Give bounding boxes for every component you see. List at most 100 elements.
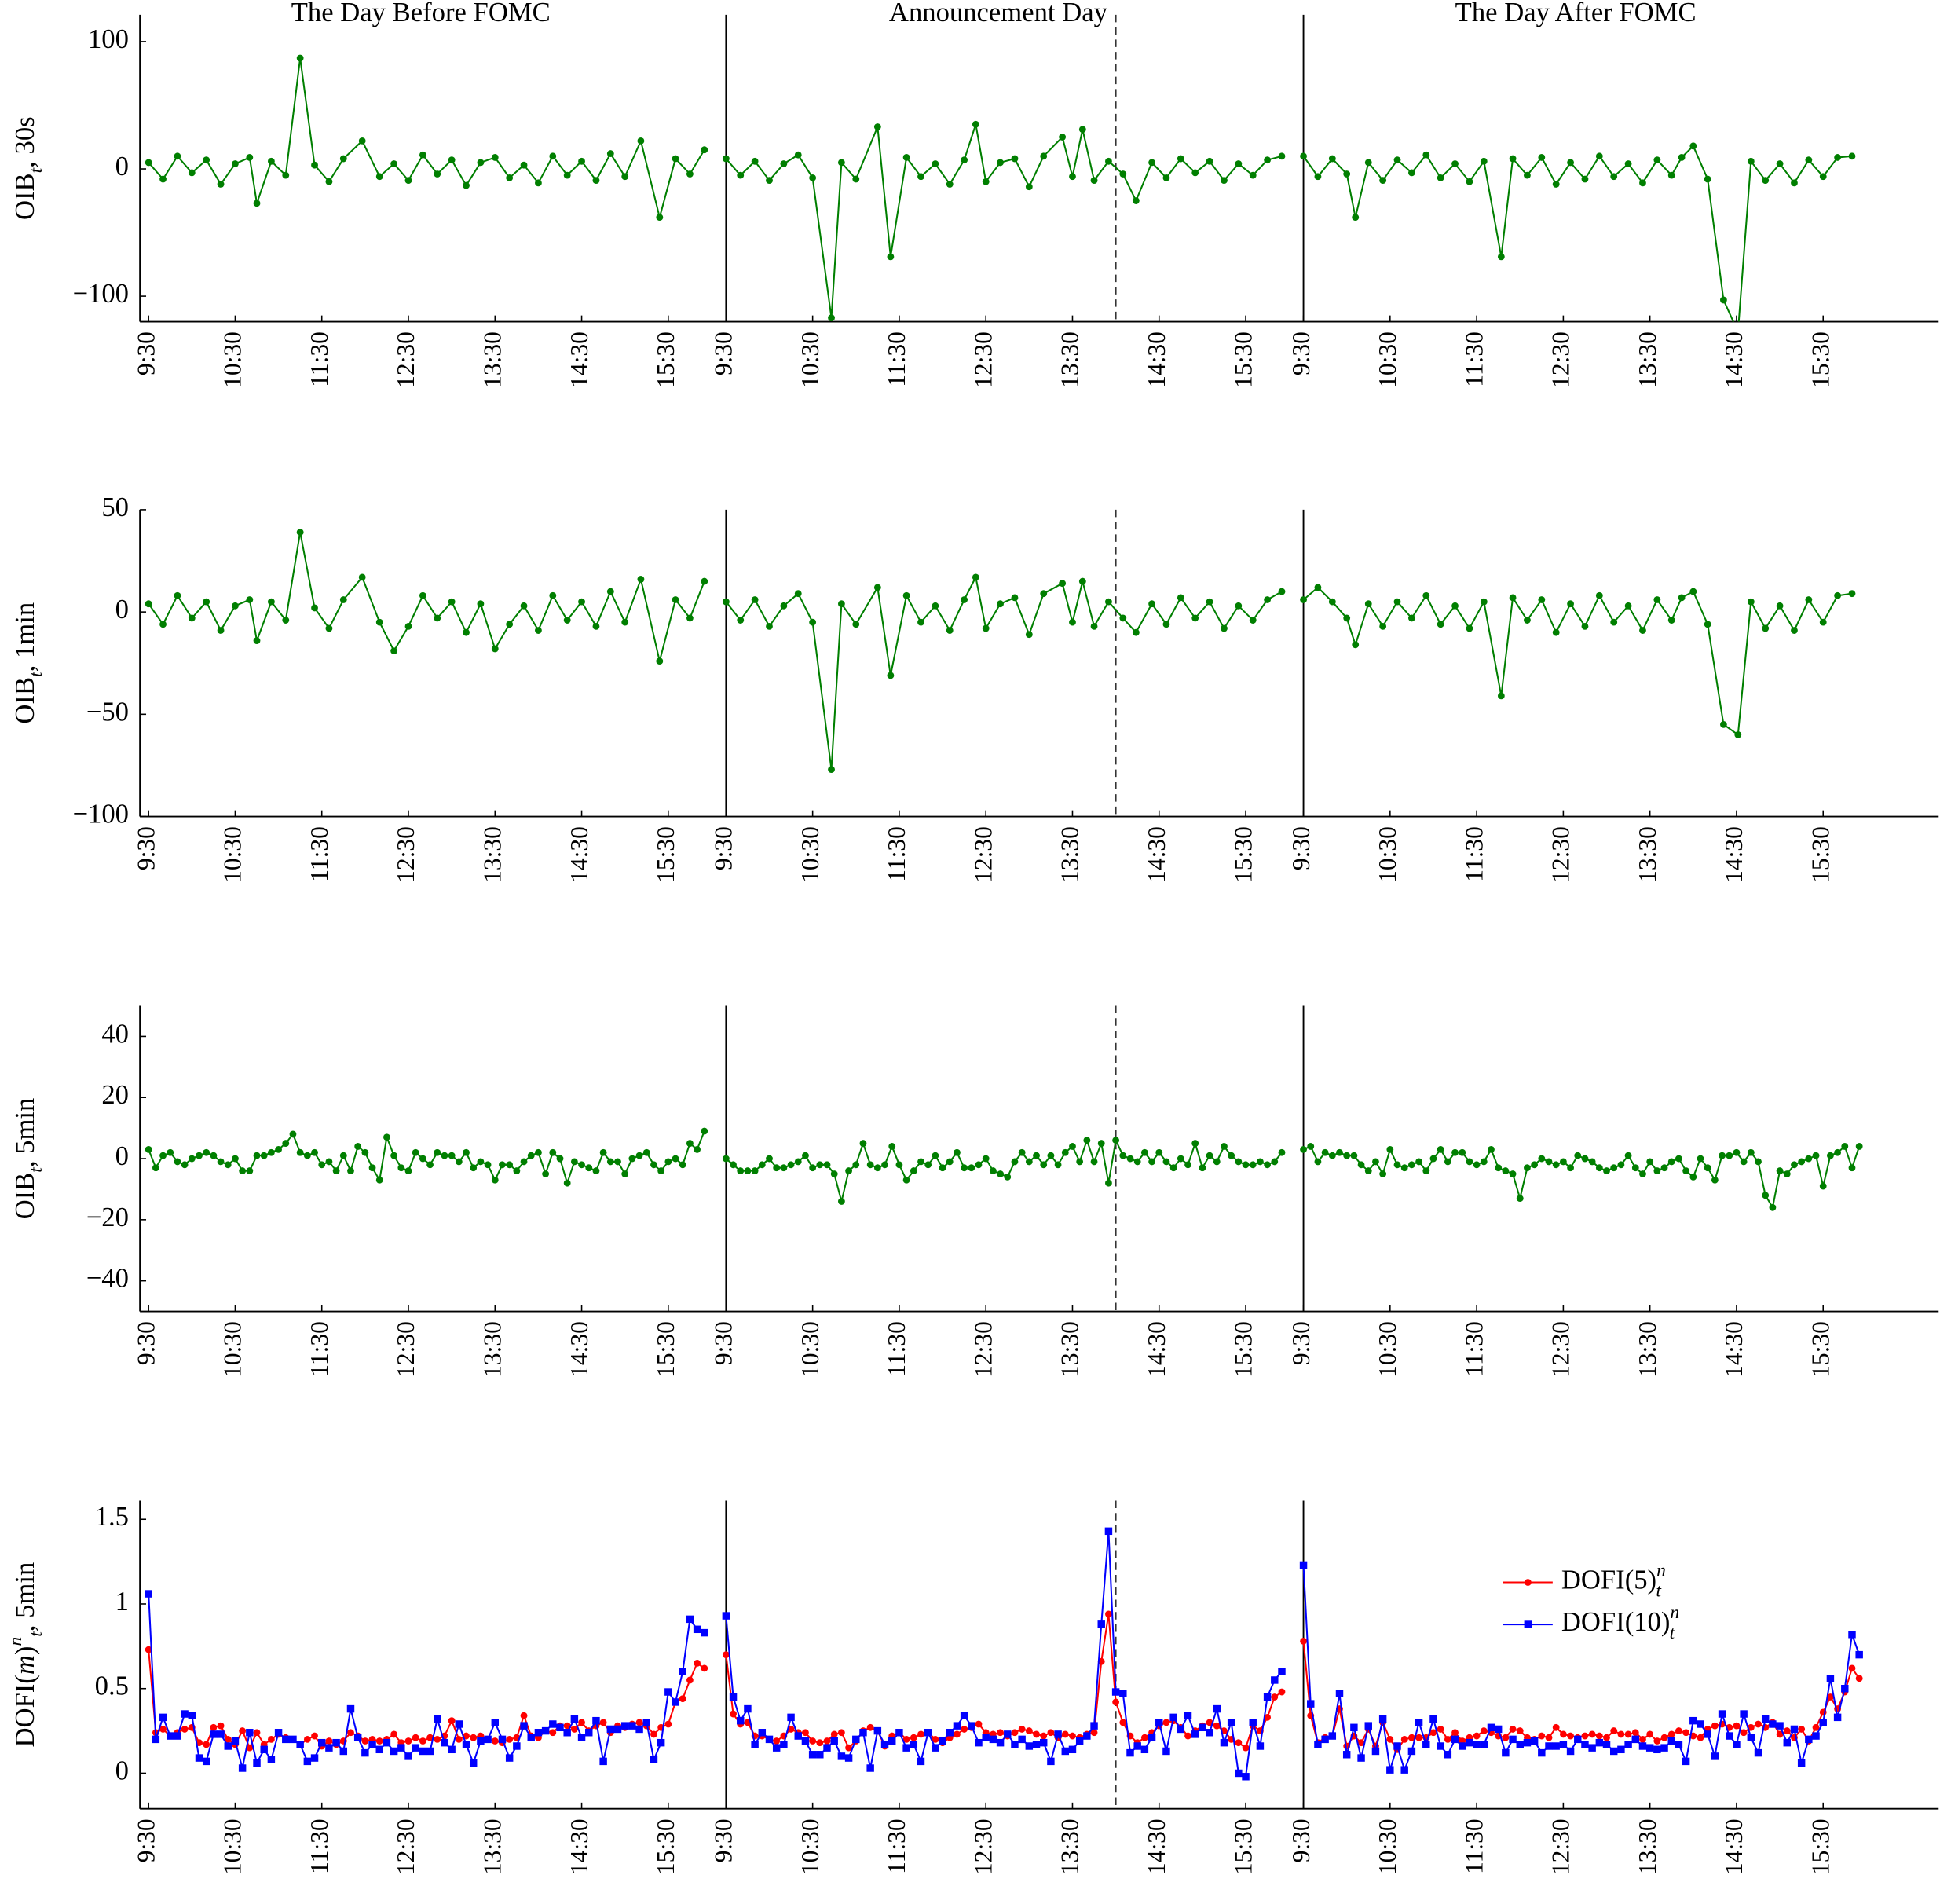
data-point <box>1393 598 1401 606</box>
data-point <box>910 1734 917 1741</box>
data-point <box>939 1737 946 1745</box>
x-tick-label: 13:30 <box>1634 1818 1661 1875</box>
data-point <box>765 1735 774 1744</box>
data-point <box>1516 1741 1524 1748</box>
x-tick-label: 11:30 <box>883 1818 910 1874</box>
data-point <box>361 1737 369 1745</box>
data-point <box>311 604 318 612</box>
data-point <box>1783 1170 1791 1177</box>
data-point <box>1040 152 1048 160</box>
data-point <box>267 157 275 165</box>
data-point <box>484 1735 492 1744</box>
data-point <box>506 1735 514 1743</box>
data-point <box>1314 173 1322 181</box>
data-point <box>353 1734 362 1741</box>
data-point <box>866 1161 874 1169</box>
data-point <box>448 1717 456 1725</box>
data-point <box>339 1152 347 1159</box>
x-tick-label: 13:30 <box>1056 1321 1084 1378</box>
data-point <box>1610 173 1618 181</box>
data-point <box>1307 1700 1315 1708</box>
data-point <box>1567 600 1574 608</box>
data-point <box>1069 1143 1076 1150</box>
data-point <box>491 645 499 653</box>
data-point <box>830 1730 838 1738</box>
data-point <box>1639 627 1646 634</box>
x-tick-label: 15:30 <box>652 1321 679 1378</box>
data-point <box>196 1152 203 1159</box>
x-tick-label: 10:30 <box>796 1818 824 1875</box>
data-point <box>174 152 181 160</box>
data-point <box>1667 1737 1675 1745</box>
data-point <box>780 602 788 610</box>
data-point <box>744 1704 752 1713</box>
data-point <box>1336 1148 1343 1156</box>
data-point <box>1581 622 1589 630</box>
data-point <box>1018 1148 1026 1156</box>
data-point <box>701 1628 708 1637</box>
data-point <box>1278 152 1286 160</box>
legend-sub: t <box>1670 1623 1676 1643</box>
data-point <box>1762 1192 1770 1199</box>
data-point <box>1400 1164 1408 1172</box>
data-point <box>145 1590 152 1598</box>
data-point <box>606 150 614 157</box>
data-point <box>751 157 759 165</box>
data-point <box>1032 1741 1041 1748</box>
data-point <box>578 1719 585 1726</box>
y-axis-label-part: OIB <box>10 173 40 220</box>
series-line <box>148 532 705 661</box>
data-point <box>513 1167 521 1175</box>
data-point <box>1581 1741 1589 1748</box>
data-point <box>1437 1742 1444 1750</box>
data-point <box>282 171 290 179</box>
data-point <box>267 1735 275 1743</box>
x-tick-label: 10:30 <box>219 331 247 388</box>
data-point <box>1639 1735 1646 1743</box>
data-point <box>686 1140 694 1147</box>
data-point <box>188 1712 196 1719</box>
data-point <box>953 1722 961 1730</box>
data-point <box>1105 157 1112 165</box>
y-tick-label: 0 <box>115 1756 129 1785</box>
data-point <box>1855 1650 1863 1659</box>
data-point <box>246 1167 254 1175</box>
data-point <box>1509 1735 1517 1744</box>
data-point <box>773 1164 781 1172</box>
data-point <box>1719 296 1727 304</box>
data-point <box>1148 600 1155 608</box>
data-point <box>1798 1726 1806 1733</box>
data-point <box>686 1615 694 1624</box>
data-point <box>932 602 939 610</box>
data-point <box>202 1757 210 1766</box>
data-point <box>296 54 304 62</box>
data-point <box>397 1744 405 1752</box>
data-point <box>1523 1738 1532 1747</box>
data-point <box>477 159 485 167</box>
data-point <box>1624 1741 1632 1748</box>
data-point <box>1249 617 1257 624</box>
x-tick-label: 12:30 <box>1547 1321 1575 1378</box>
data-point <box>606 588 614 595</box>
data-point <box>1025 631 1033 639</box>
data-point <box>1855 1143 1863 1150</box>
data-point <box>1199 1723 1206 1732</box>
data-point <box>1466 1158 1473 1166</box>
x-tick-label: 12:30 <box>969 1321 997 1378</box>
data-point <box>1343 1152 1351 1159</box>
data-point <box>224 1742 232 1750</box>
data-point <box>1617 1161 1625 1169</box>
data-point <box>1631 1735 1640 1744</box>
y-axis-label-part: t <box>26 1166 46 1173</box>
x-tick-label: 13:30 <box>1634 826 1661 883</box>
data-point <box>253 200 261 207</box>
y-tick-label: 0 <box>115 152 129 181</box>
data-point <box>932 160 939 167</box>
data-point <box>325 178 333 185</box>
x-tick-label: 12:30 <box>392 826 419 883</box>
data-point <box>1235 602 1243 610</box>
data-point <box>1675 1741 1683 1748</box>
data-point <box>1235 1158 1243 1166</box>
data-point <box>1407 614 1415 622</box>
data-point <box>1747 1734 1755 1741</box>
